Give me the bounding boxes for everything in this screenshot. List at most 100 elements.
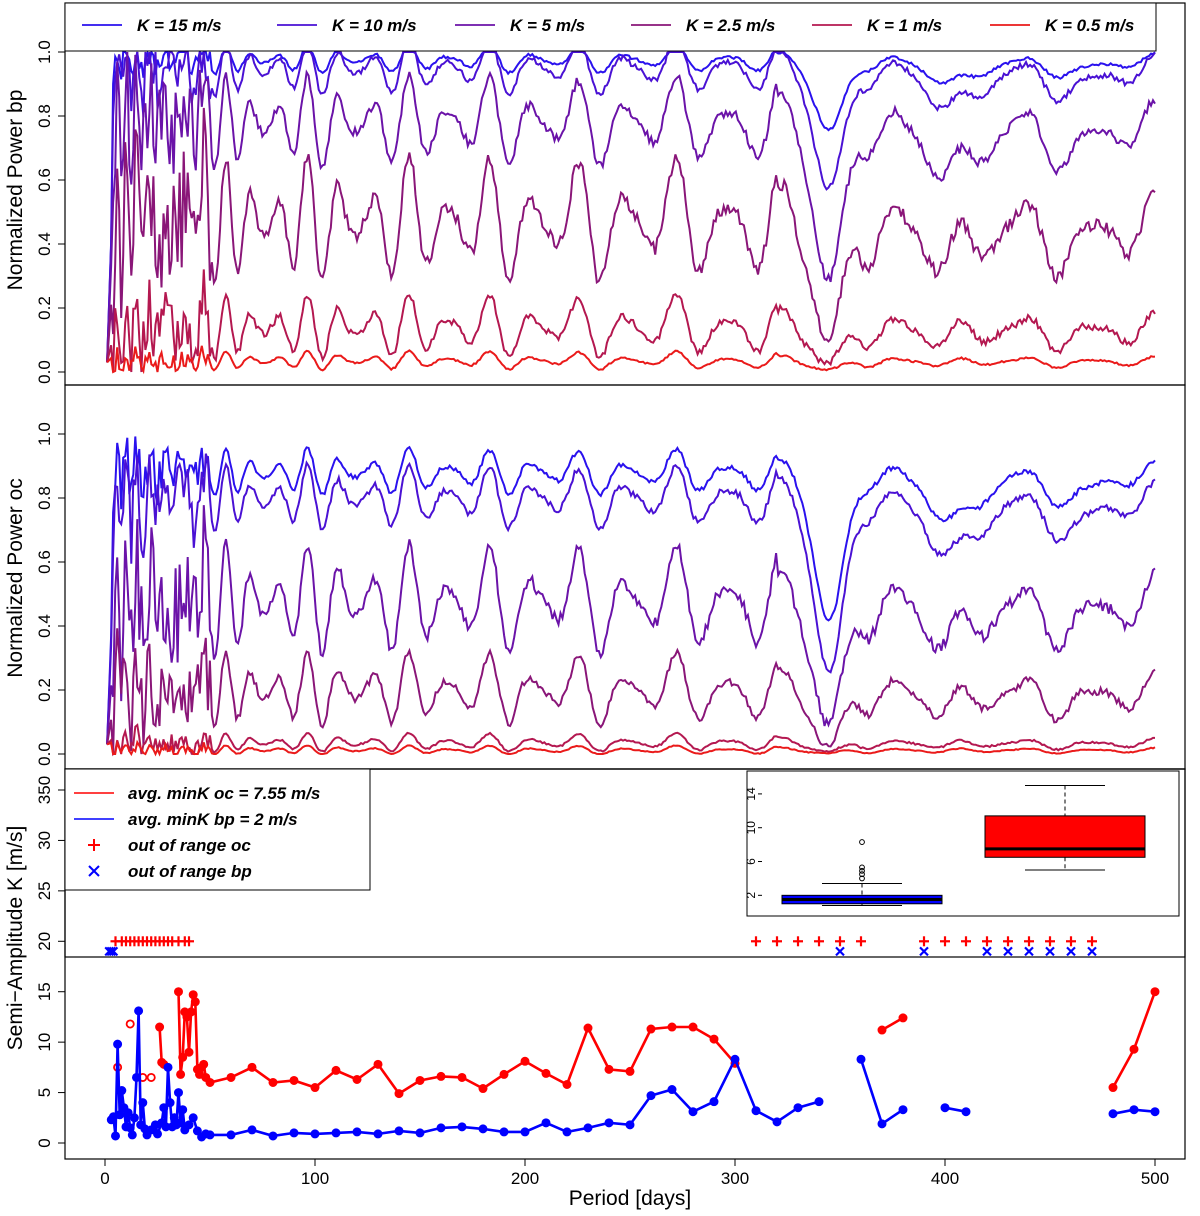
- y-tick-label: 25: [35, 881, 54, 900]
- series-line-4: [106, 723, 1155, 757]
- y-tick-label: 0.6: [35, 168, 54, 192]
- bp-point: [331, 1128, 341, 1138]
- oc-point: [583, 1023, 593, 1033]
- y-tick-label: 0.4: [35, 232, 54, 256]
- bp-point: [247, 1125, 257, 1135]
- bp-point: [856, 1054, 866, 1064]
- bottom-y-axis-label: Semi−Amplitude K [m/s]: [4, 826, 27, 1051]
- top-legend-box: [64, 2, 1157, 52]
- y-tick-label: 0.0: [35, 360, 54, 384]
- series-line-3: [106, 628, 1156, 755]
- y-tick-label: 0.2: [35, 296, 54, 320]
- oc-point: [173, 987, 183, 997]
- series-line-0: [106, 436, 1156, 745]
- bp-point: [436, 1123, 446, 1133]
- series-line-1: [106, 453, 1156, 745]
- bp-out-of-range-mark: [1024, 946, 1034, 957]
- oc-point: [186, 1007, 196, 1017]
- y-tick-label: 0.4: [35, 614, 54, 638]
- oc-point: [190, 997, 200, 1007]
- bp-point: [730, 1054, 740, 1064]
- y-tick-label: 350: [35, 776, 54, 804]
- bottom-frame: [64, 768, 1186, 1160]
- bp-segment-line: [859, 1058, 904, 1126]
- inset-y-tick-label: 6: [744, 858, 758, 865]
- oc-point: [898, 1013, 908, 1023]
- bp-point: [205, 1130, 215, 1140]
- bp-point: [138, 1098, 148, 1108]
- oc-point: [625, 1066, 635, 1076]
- bp-point: [226, 1130, 236, 1140]
- top-legend-label: K = 5 m/s: [510, 16, 585, 35]
- top-legend-label: K = 1 m/s: [867, 16, 942, 35]
- bp-point: [117, 1086, 127, 1096]
- bottom-legend-label: out of range bp: [128, 862, 252, 881]
- bottom-legend-box: [64, 768, 371, 891]
- middle-panel: 0.0 0.2 0.4 0.6 0.8 1.0: [35, 422, 1156, 766]
- oc-point: [352, 1074, 362, 1084]
- x-tick-label: 300: [721, 1169, 749, 1188]
- y-tick-label: 5: [35, 1088, 54, 1097]
- series-line-4: [106, 269, 1156, 373]
- oc-point: [373, 1059, 383, 1069]
- y-tick-label: 0.2: [35, 678, 54, 702]
- y-tick-label: 10: [35, 1033, 54, 1052]
- oc-point: [176, 1069, 186, 1079]
- top-legend-label: K = 2.5 m/s: [686, 16, 775, 35]
- x-tick-label: 0: [100, 1169, 109, 1188]
- y-tick-label: 0.8: [35, 486, 54, 510]
- oc-segment-line: [1111, 991, 1157, 1089]
- inset-box-oc: [984, 815, 1146, 858]
- oc-point: [688, 1022, 698, 1032]
- oc-segment-line: [177, 991, 736, 1096]
- inset-outlier: [859, 875, 865, 882]
- top-legend: K = 15 m/s K = 10 m/s K = 5 m/s K = 2.5 m/s…: [64, 2, 1157, 52]
- bp-point: [159, 1103, 169, 1113]
- bp-point: [1129, 1105, 1139, 1115]
- bp-point: [772, 1117, 782, 1127]
- bp-point: [127, 1130, 137, 1140]
- y-tick-label: 0.0: [35, 742, 54, 766]
- oc-point: [1150, 987, 1160, 997]
- bp-point: [111, 1131, 121, 1141]
- y-tick-label: 0.8: [35, 104, 54, 128]
- oc-point: [1129, 1044, 1139, 1054]
- bp-point: [478, 1124, 488, 1134]
- oc-point: [310, 1083, 320, 1093]
- bp-point: [457, 1122, 467, 1132]
- bp-point: [562, 1127, 572, 1137]
- oc-point: [331, 1065, 341, 1075]
- bp-point: [192, 1126, 202, 1136]
- bp-point: [113, 1039, 123, 1049]
- bp-point: [520, 1127, 530, 1137]
- inset-outlier: [859, 864, 865, 871]
- bp-out-of-range-mark: [919, 946, 929, 957]
- bp-out-of-range-mark: [1066, 946, 1076, 957]
- oc-point: [499, 1069, 509, 1079]
- oc-point: [178, 1052, 188, 1062]
- inset-outlier: [859, 839, 865, 845]
- bp-point: [152, 1129, 162, 1139]
- oc-point: [604, 1064, 614, 1074]
- oc-point: [146, 1072, 156, 1082]
- bp-point: [541, 1118, 551, 1128]
- y-tick-label: 30: [35, 831, 54, 850]
- panel-middle-frame: [64, 384, 1186, 770]
- inset-y-tick-label: 14: [744, 787, 758, 801]
- y-tick-label: 20: [35, 932, 54, 951]
- oc-point: [125, 1019, 135, 1029]
- bp-point: [415, 1128, 425, 1138]
- bp-out-of-range-mark: [982, 946, 992, 957]
- bp-point: [169, 1113, 179, 1123]
- oc-point: [709, 1034, 719, 1044]
- bp-point: [173, 1088, 183, 1098]
- bp-point: [940, 1103, 950, 1113]
- oc-point: [205, 1077, 215, 1087]
- oc-point: [646, 1024, 656, 1034]
- bp-point: [898, 1105, 908, 1115]
- y-tick-label: 0.6: [35, 550, 54, 574]
- bottom-legend-label: out of range oc: [128, 836, 251, 855]
- oc-point: [155, 1022, 165, 1032]
- middle-y-axis-label: Normalized Power oc: [4, 478, 27, 678]
- bp-point: [178, 1105, 188, 1115]
